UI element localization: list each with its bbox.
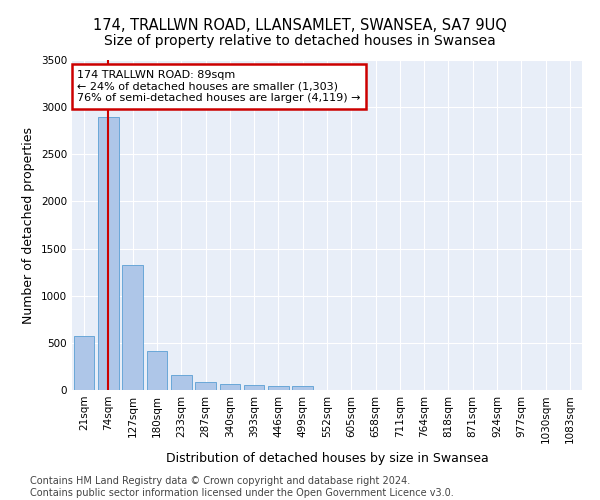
Bar	[220, 384, 240, 390]
Bar	[146, 352, 167, 390]
Bar	[74, 336, 94, 390]
Bar	[292, 386, 313, 390]
Bar	[122, 264, 143, 390]
Y-axis label: Number of detached properties: Number of detached properties	[22, 126, 35, 324]
Bar	[195, 382, 216, 390]
Bar	[98, 116, 119, 390]
Bar	[268, 386, 289, 390]
Text: 174 TRALLWN ROAD: 89sqm
← 24% of detached houses are smaller (1,303)
76% of semi: 174 TRALLWN ROAD: 89sqm ← 24% of detache…	[77, 70, 361, 103]
Text: Size of property relative to detached houses in Swansea: Size of property relative to detached ho…	[104, 34, 496, 48]
Bar	[244, 385, 265, 390]
Text: 174, TRALLWN ROAD, LLANSAMLET, SWANSEA, SA7 9UQ: 174, TRALLWN ROAD, LLANSAMLET, SWANSEA, …	[93, 18, 507, 32]
Text: Contains HM Land Registry data © Crown copyright and database right 2024.
Contai: Contains HM Land Registry data © Crown c…	[30, 476, 454, 498]
X-axis label: Distribution of detached houses by size in Swansea: Distribution of detached houses by size …	[166, 452, 488, 465]
Bar	[171, 376, 191, 390]
